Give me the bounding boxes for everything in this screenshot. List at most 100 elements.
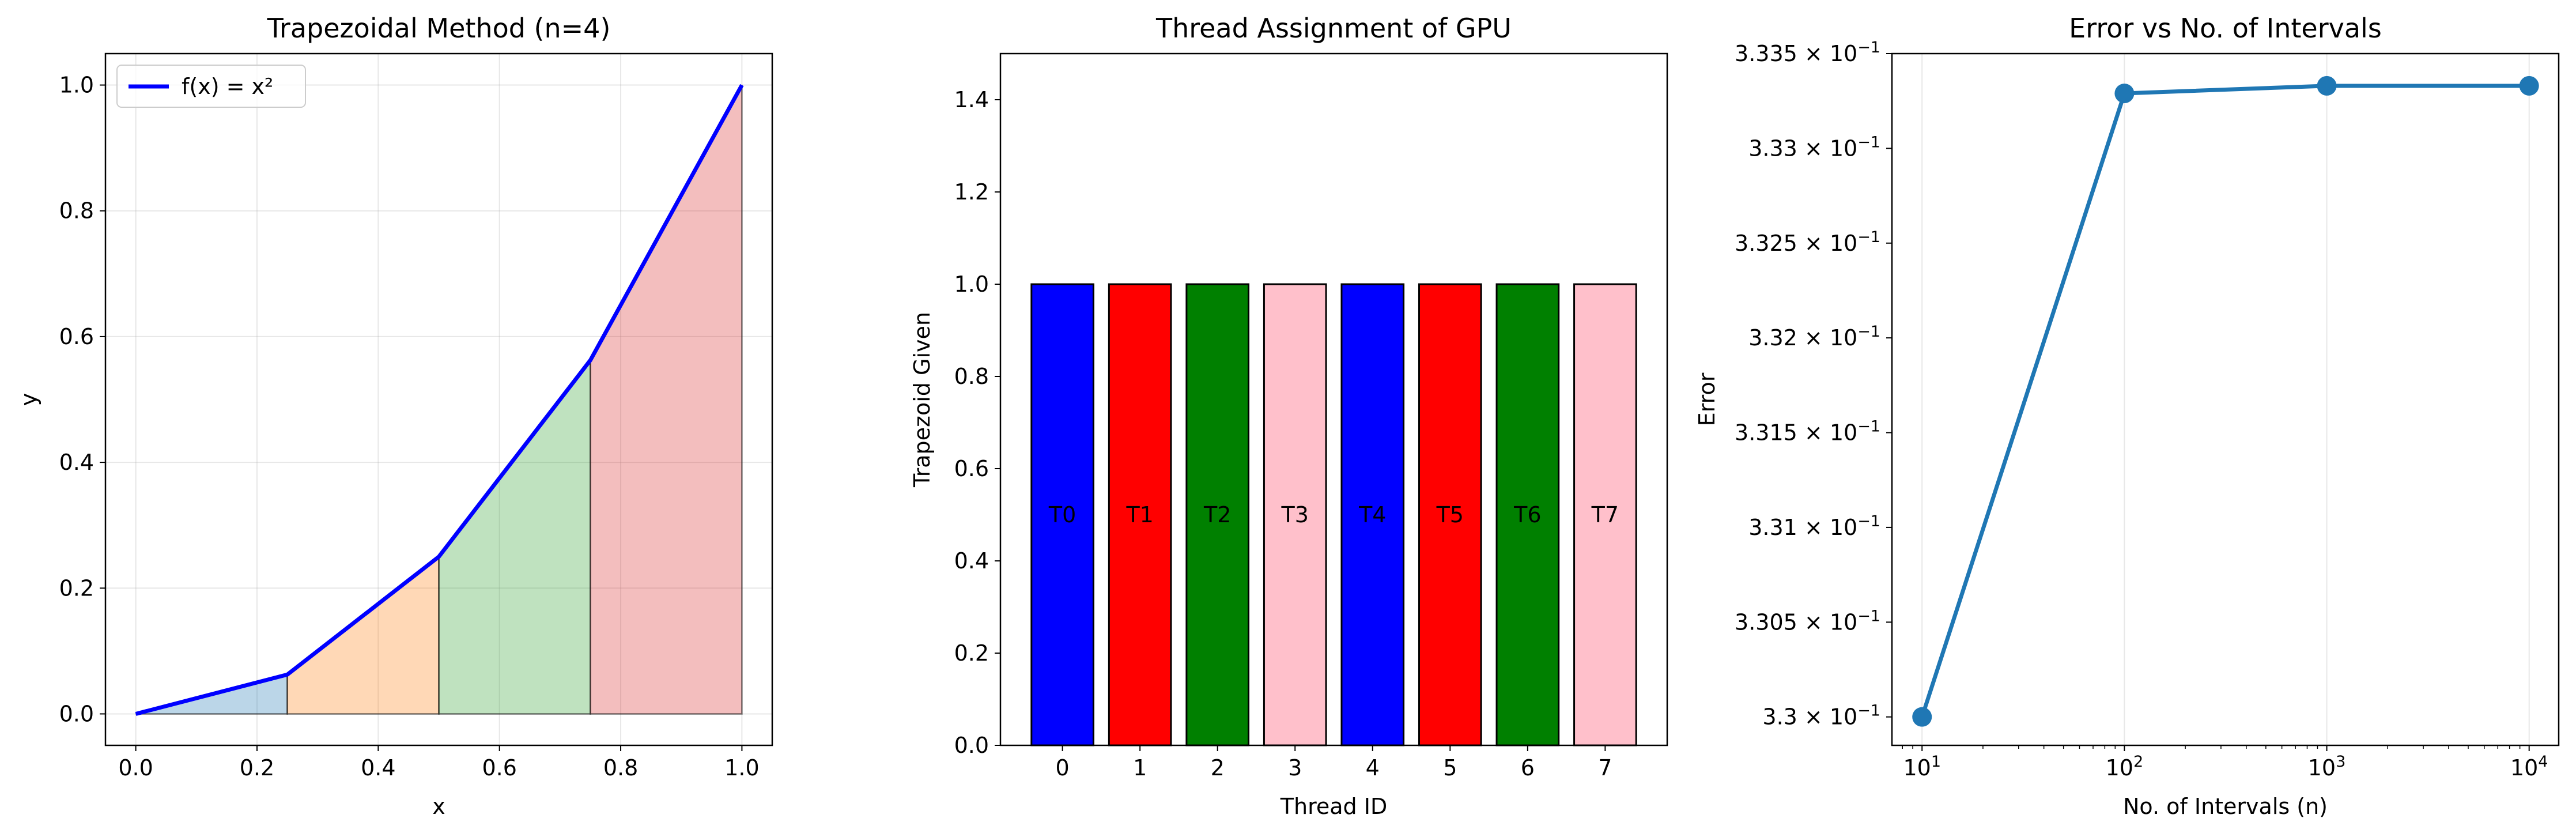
y-axis-label: y: [16, 393, 41, 406]
y-tick-label: 0.0: [59, 701, 94, 726]
y-tick-label: 3.315 × 10−1: [1735, 418, 1880, 446]
x-tick-label: 3: [1288, 755, 1302, 781]
y-tick-label: 1.0: [59, 73, 94, 98]
y-axis-label: Error: [1694, 372, 1720, 426]
x-tick-exponent: 3: [2336, 753, 2345, 771]
bar-label: T4: [1358, 502, 1386, 527]
y-tick-label: 3.305 × 10−1: [1735, 607, 1880, 635]
bar-thread-5: [1418, 283, 1482, 746]
x-tick-label: 0.0: [118, 755, 153, 781]
y-tick-label: 0.0: [954, 733, 989, 758]
legend-box: [116, 65, 306, 108]
y-tick-label: 3.31 × 10−1: [1748, 512, 1880, 540]
y-tick-times: ×: [1797, 609, 1830, 635]
y-tick-label: 3.33 × 10−1: [1748, 133, 1880, 161]
plot-frame: [104, 52, 773, 746]
y-tick-times: ×: [1797, 231, 1830, 256]
x-tick-base: 10: [2510, 755, 2538, 781]
y-tick-label: 0.4: [59, 450, 94, 475]
trapezoid-chart: 0.0 0.2 0.4 0.6 0.8 1.0 0.0 0.2 0.4 0.6 0.8 1.0 Trap…: [16, 13, 773, 819]
y-tick-label: 3.335 × 10−1: [1735, 39, 1880, 66]
y-tick-mantissa: 3.3: [1762, 704, 1797, 730]
x-tick-exponent: 1: [1931, 753, 1941, 771]
x-tick-exponent: 2: [2133, 753, 2143, 771]
bar-label: T0: [1048, 502, 1076, 527]
x-tick-base: 10: [2308, 755, 2336, 781]
y-tick-label: 0.2: [59, 575, 94, 601]
y-tick-base: 10: [1830, 515, 1857, 540]
bar-thread-4: [1340, 283, 1405, 746]
bar-thread-1: [1108, 283, 1172, 746]
x-tick-label: 2: [1211, 755, 1225, 781]
data-point: [2114, 84, 2135, 104]
y-tick-label: 0.2: [954, 640, 989, 666]
x-tick-label: 0.6: [482, 755, 516, 781]
bar-thread-2: [1185, 283, 1250, 746]
y-tick-base: 10: [1830, 420, 1857, 446]
y-tick-exponent: −1: [1857, 323, 1880, 341]
bar-label: T1: [1125, 502, 1153, 527]
x-tick-label: 4: [1366, 755, 1380, 781]
bar-label: T3: [1281, 502, 1309, 527]
y-tick-mantissa: 3.32: [1748, 325, 1797, 350]
x-tick-label: 7: [1598, 755, 1612, 781]
series-line-error: [1920, 84, 2529, 718]
y-axis-label: Trapezoid Given: [909, 312, 935, 488]
y-tick-mantissa: 3.315: [1735, 420, 1797, 446]
bar-label: T6: [1513, 502, 1541, 527]
y-tick-exponent: −1: [1857, 607, 1880, 625]
chart-title: Thread Assignment of GPU: [1155, 13, 1512, 44]
y-tick-label: 0.4: [954, 548, 989, 574]
x-tick-label: 1.0: [724, 755, 759, 781]
data-point: [1912, 707, 1932, 727]
y-tick-times: ×: [1797, 420, 1830, 446]
chart-title: Trapezoidal Method (n=4): [267, 13, 611, 44]
y-tick-base: 10: [1830, 41, 1857, 66]
series-line-fx: [135, 84, 744, 716]
y-tick-mantissa: 3.335: [1735, 41, 1797, 66]
x-tick-label: 104: [2510, 753, 2548, 781]
y-tick-exponent: −1: [1857, 39, 1880, 56]
y-tick-label: 3.32 × 10−1: [1748, 323, 1880, 350]
y-tick-times: ×: [1797, 41, 1830, 66]
y-tick-base: 10: [1830, 231, 1857, 256]
y-tick-mantissa: 3.325: [1735, 231, 1797, 256]
y-tick-exponent: −1: [1857, 133, 1880, 151]
x-tick-label: 103: [2308, 753, 2346, 781]
y-tick-base: 10: [1830, 325, 1857, 350]
y-tick-label: 3.325 × 10−1: [1735, 228, 1880, 256]
x-axis-label: Thread ID: [1280, 794, 1387, 819]
x-tick-label: 6: [1521, 755, 1535, 781]
bar-thread-6: [1495, 283, 1560, 746]
x-tick-label: 0.8: [603, 755, 638, 781]
x-tick-label: 0.2: [240, 755, 274, 781]
bar-thread-7: [1573, 283, 1637, 746]
bar-label: T2: [1203, 502, 1231, 527]
x-axis-label: x: [432, 794, 445, 819]
y-tick-label: 1.0: [954, 272, 989, 297]
y-tick-times: ×: [1797, 515, 1830, 540]
data-point: [2519, 76, 2539, 96]
plot-frame: [1891, 52, 2560, 746]
y-tick-exponent: −1: [1857, 418, 1880, 436]
y-tick-times: ×: [1797, 325, 1830, 350]
x-tick-base: 10: [2106, 755, 2133, 781]
y-tick-base: 10: [1830, 135, 1857, 161]
x-axis-label: No. of Intervals (n): [2123, 794, 2328, 819]
bar-thread-3: [1263, 283, 1327, 746]
y-tick-base: 10: [1830, 609, 1857, 635]
y-tick-label: 1.4: [954, 87, 989, 112]
y-tick-label: 0.6: [954, 456, 989, 481]
y-tick-label: 3.3 × 10−1: [1762, 702, 1880, 730]
y-tick-label: 0.8: [59, 198, 94, 224]
y-tick-times: ×: [1797, 135, 1830, 161]
y-tick-label: 1.2: [954, 179, 989, 205]
data-point: [2317, 76, 2337, 96]
bar-label: T5: [1436, 502, 1464, 527]
y-tick-times: ×: [1797, 704, 1830, 730]
x-tick-exponent: 4: [2538, 753, 2548, 771]
y-tick-mantissa: 3.31: [1748, 515, 1797, 540]
y-tick-exponent: −1: [1857, 228, 1880, 246]
